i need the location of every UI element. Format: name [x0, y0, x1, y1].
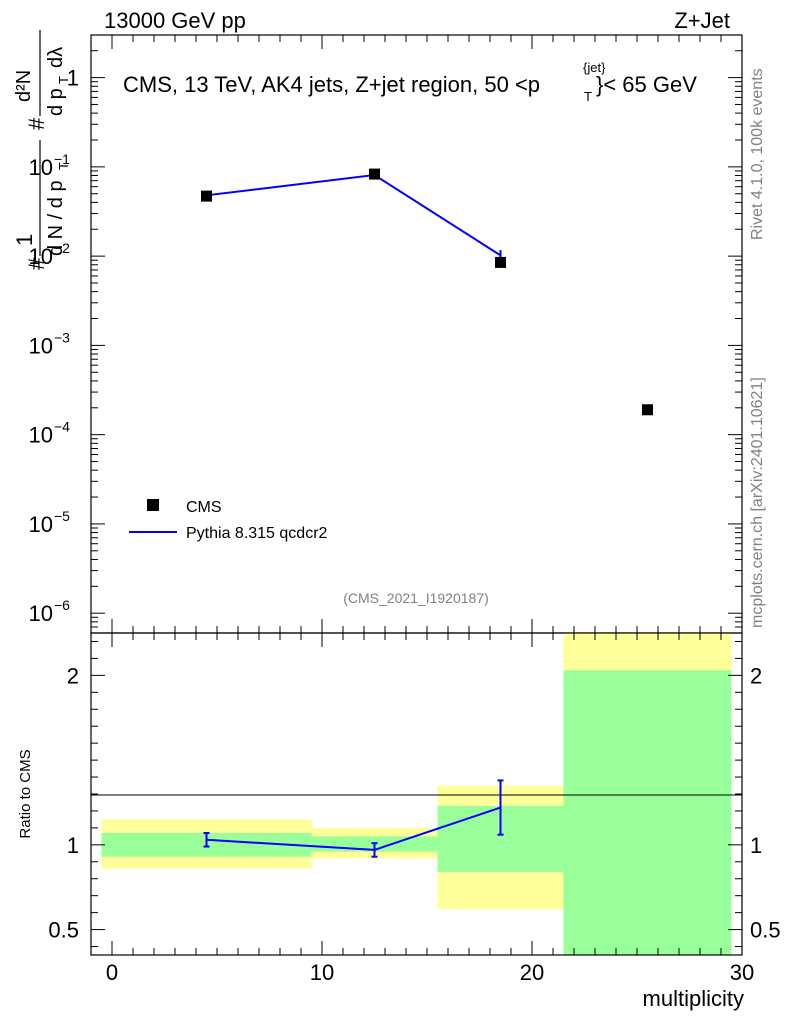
- main-y-tick-exp: −6: [54, 597, 70, 613]
- ratio-green-band: [563, 670, 732, 955]
- main-y-tick-exp: −2: [54, 240, 70, 256]
- pythia-line: [206, 173, 502, 257]
- ratio-y-tick-label-right: 2: [750, 663, 762, 688]
- x-tick-label: 30: [730, 960, 754, 985]
- main-y-tick-base: 10: [29, 512, 53, 537]
- main-y-tick-label: 10 −3: [29, 329, 71, 358]
- title-superscript: {jet}: [583, 60, 606, 75]
- main-y-tick-exp: −3: [54, 329, 70, 345]
- svg-text:1: 1: [12, 234, 37, 246]
- svg-text:T: T: [56, 162, 71, 170]
- title-suffix: }< 65 GeV: [596, 72, 697, 97]
- svg-text:d²N: d²N: [13, 70, 35, 102]
- legend-cms-label: CMS: [186, 499, 222, 516]
- svg-text:dλ: dλ: [45, 47, 67, 68]
- main-series-layer: [201, 168, 653, 416]
- main-y-tick-label: 10 −4: [29, 419, 71, 448]
- svg-text:T: T: [56, 76, 71, 84]
- ratio-y-tick-label: 0.5: [48, 918, 79, 943]
- main-y-tick-exp: −1: [54, 151, 70, 167]
- main-y-axis-label: # 1 d N / d p T # d²N d p T dλ: [12, 30, 71, 270]
- x-tick-label: 10: [310, 960, 334, 985]
- main-y-axis: 110−110−210−310−410−510−6: [29, 34, 743, 634]
- ratio-y-axis: 0.5 0.5 1 1 2 2: [48, 640, 781, 948]
- cms-data-point: [201, 190, 212, 202]
- x-axis: 0 10 20 30: [106, 633, 754, 985]
- main-y-tick-label: 10 −5: [29, 508, 71, 537]
- ratio-y-tick-label-right: 1: [750, 833, 762, 858]
- main-panel-frame: [90, 34, 743, 634]
- ratio-bands-layer: [101, 633, 732, 955]
- svg-text:d N / d p: d N / d p: [45, 180, 67, 256]
- cms-data-point: [369, 168, 380, 180]
- main-y-tick-base: 10: [29, 244, 53, 269]
- title-subscript: T: [584, 89, 592, 104]
- process-label: Z+Jet: [674, 8, 730, 33]
- svg-text:#: #: [24, 117, 49, 130]
- ratio-series-layer: [203, 779, 504, 858]
- main-y-tick-exp: −5: [54, 508, 70, 524]
- rivet-version-label: Rivet 4.1.0, 100k events: [749, 68, 766, 240]
- cms-data-point: [642, 404, 653, 416]
- x-tick-label: 20: [520, 960, 544, 985]
- main-y-tick-text: 1: [67, 66, 79, 91]
- svg-text:#: #: [24, 257, 49, 270]
- mcplots-label: mcplots.cern.ch [arXiv:2401.10621]: [749, 377, 766, 628]
- x-axis-label: multiplicity: [643, 986, 744, 1011]
- ratio-y-tick-label: 2: [67, 663, 79, 688]
- energy-label: 13000 GeV pp: [104, 8, 246, 33]
- title-prefix: CMS, 13 TeV, AK4 jets, Z+jet region, 50 …: [123, 72, 540, 97]
- x-tick-label: 0: [106, 960, 118, 985]
- ratio-y-tick-label: 1: [67, 833, 79, 858]
- ratio-y-tick-label-right: 0.5: [750, 918, 781, 943]
- main-y-tick-exp: −4: [54, 419, 70, 435]
- svg-text:d p: d p: [45, 88, 67, 116]
- chart-title: CMS, 13 TeV, AK4 jets, Z+jet region, 50 …: [123, 72, 540, 97]
- main-y-tick-base: 10: [29, 601, 53, 626]
- legend-pythia-label: Pythia 8.315 qcdcr2: [186, 525, 328, 542]
- legend-cms-marker: [147, 499, 159, 511]
- main-y-tick-label: 10 −6: [29, 597, 71, 626]
- main-y-tick-label: 10 −1: [29, 151, 71, 180]
- main-y-tick-label: 1: [67, 66, 79, 91]
- cms-data-point: [495, 256, 506, 268]
- main-y-tick-base: 10: [29, 155, 53, 180]
- main-y-tick-base: 10: [29, 423, 53, 448]
- main-y-tick-label: 10 −2: [29, 240, 71, 269]
- analysis-id-label: (CMS_2021_I1920187): [343, 590, 489, 606]
- ratio-y-axis-label: Ratio to CMS: [17, 749, 34, 838]
- main-y-tick-base: 10: [29, 333, 53, 358]
